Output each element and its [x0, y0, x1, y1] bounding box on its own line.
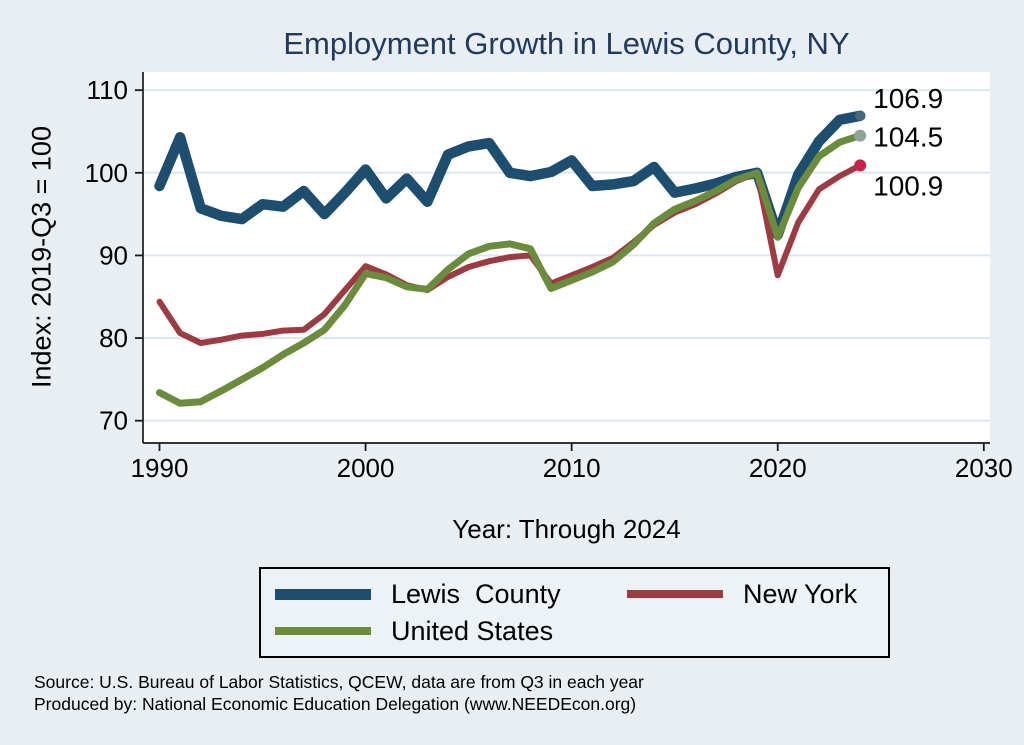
- series-end-label: 106.9: [873, 83, 943, 114]
- y-axis-title: Index: 2019-Q3 = 100: [26, 126, 57, 388]
- x-tick-label: 2020: [749, 453, 807, 483]
- legend-swatch-lewis-county: [275, 588, 371, 600]
- legend-item-lewis-county: Lewis County: [275, 579, 627, 610]
- series-end-marker: [854, 129, 867, 142]
- legend-swatch-united-states: [275, 627, 371, 635]
- y-tick-label: 90: [99, 240, 128, 270]
- x-axis-title: Year: Through 2024: [452, 514, 681, 544]
- legend-label-lewis-county: Lewis County: [391, 578, 561, 609]
- y-tick-label: 100: [85, 158, 128, 188]
- y-tick-label: 110: [87, 75, 128, 105]
- y-tick-label: 80: [99, 323, 128, 353]
- series-line-united-states: [156, 132, 864, 407]
- x-tick-label: 2010: [543, 453, 601, 483]
- series-end-marker: [854, 159, 867, 172]
- plot-background: [143, 72, 990, 443]
- series-end-label: 100.9: [873, 170, 943, 201]
- legend-label-united-states: United States: [391, 615, 554, 646]
- series-end-marker: [855, 110, 866, 121]
- legend: Lewis County New York United States: [259, 567, 890, 658]
- plot-area: 70 80 90 100 110 1990 2000 2010 2020 2030 106.9 100…: [85, 72, 1013, 483]
- legend-item-new-york: New York: [627, 579, 874, 610]
- legend-item-united-states: United States: [275, 616, 627, 647]
- footer-note: Source: U.S. Bureau of Labor Statistics,…: [34, 671, 644, 715]
- footer-produced-line: Produced by: National Economic Education…: [34, 694, 637, 714]
- footer-source-line: Source: U.S. Bureau of Labor Statistics,…: [34, 672, 644, 692]
- x-tick-label: 2000: [337, 453, 395, 483]
- x-tick-label: 1990: [131, 453, 189, 483]
- series-end-label: 104.5: [873, 122, 943, 153]
- chart-title: Employment Growth in Lewis County, NY: [283, 26, 850, 61]
- y-tick-label: 70: [99, 406, 128, 436]
- legend-label-new-york: New York: [743, 578, 858, 609]
- x-tick-label: 2030: [955, 453, 1013, 483]
- legend-swatch-new-york: [627, 590, 723, 598]
